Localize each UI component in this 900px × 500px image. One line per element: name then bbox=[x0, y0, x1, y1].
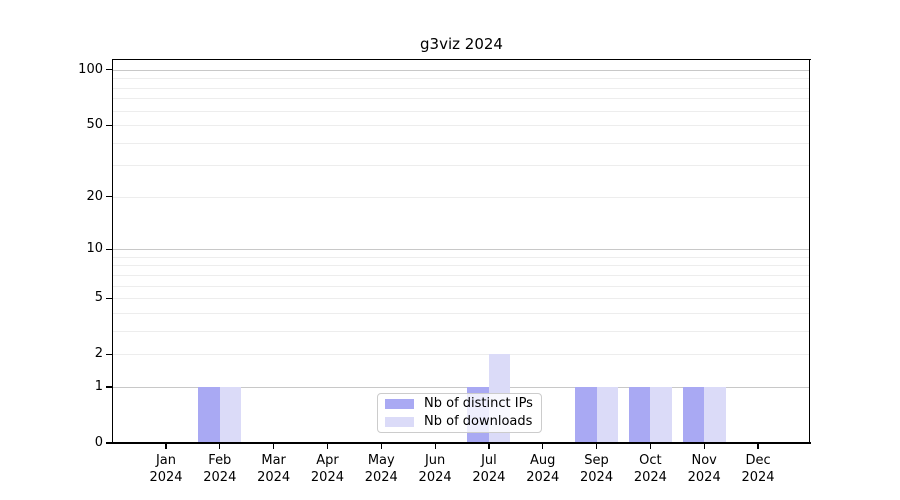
x-axis-line bbox=[112, 442, 811, 444]
gridline-minor bbox=[113, 274, 810, 276]
x-tick-label: Nov 2024 bbox=[687, 453, 721, 485]
x-tick-label: Sep 2024 bbox=[580, 453, 614, 485]
x-tick-label: Mar 2024 bbox=[257, 453, 291, 485]
x-tick-label: Oct 2024 bbox=[633, 453, 667, 485]
gridline-minor bbox=[113, 87, 810, 89]
y-tick-label: 0 bbox=[94, 435, 103, 450]
bar-downloads bbox=[596, 386, 619, 443]
x-tick-label: Aug 2024 bbox=[526, 453, 560, 485]
x-tick-label: Jun 2024 bbox=[418, 453, 452, 485]
gridline-major bbox=[113, 69, 810, 71]
x-tick bbox=[273, 444, 275, 449]
gridline-minor bbox=[113, 125, 810, 127]
y-tick-label: 50 bbox=[86, 117, 103, 133]
x-tick bbox=[488, 444, 490, 449]
x-tick bbox=[326, 444, 329, 449]
x-tick-label: Jan 2024 bbox=[149, 453, 183, 485]
x-tick-label: Feb 2024 bbox=[203, 453, 237, 485]
y-tick-label: 10 bbox=[86, 241, 103, 257]
y-tick-label: 1 bbox=[94, 378, 103, 394]
gridline-major bbox=[113, 386, 810, 388]
legend-label: Nb of distinct IPs bbox=[424, 396, 533, 411]
gridline-minor bbox=[113, 256, 810, 258]
y-tick bbox=[106, 69, 112, 71]
bar-distinct-ips bbox=[682, 386, 705, 443]
gridline-minor bbox=[113, 165, 810, 167]
bar-downloads bbox=[704, 386, 726, 443]
gridline-minor bbox=[113, 110, 810, 112]
x-tick-label: Dec 2024 bbox=[741, 453, 775, 485]
legend-swatch-downloads bbox=[385, 417, 414, 427]
bar-distinct-ips bbox=[628, 386, 651, 443]
gridline-minor bbox=[113, 330, 810, 332]
x-tick-label: May 2024 bbox=[364, 453, 398, 485]
legend-swatch-distinct-ips bbox=[385, 399, 414, 409]
x-tick bbox=[542, 444, 544, 449]
legend-item-downloads: Nb of downloads bbox=[385, 415, 534, 429]
gridline-minor bbox=[113, 312, 810, 314]
gridline-minor bbox=[113, 298, 810, 300]
legend: Nb of distinct IPs Nb of downloads bbox=[377, 393, 542, 433]
y-tick bbox=[106, 297, 112, 299]
y-tick-label: 5 bbox=[94, 290, 103, 306]
legend-label: Nb of downloads bbox=[424, 414, 533, 429]
x-tick bbox=[649, 444, 651, 449]
y-tick bbox=[106, 196, 112, 198]
x-tick bbox=[165, 444, 167, 449]
gridline-minor bbox=[113, 354, 810, 356]
gridline-minor bbox=[113, 78, 810, 80]
x-tick-label: Apr 2024 bbox=[310, 453, 344, 485]
gridline-minor bbox=[113, 142, 810, 144]
bar-distinct-ips bbox=[198, 386, 220, 443]
bar-downloads bbox=[219, 386, 242, 443]
y-tick bbox=[106, 248, 112, 250]
legend-item-distinct-ips: Nb of distinct IPs bbox=[385, 397, 534, 411]
y-tick-label: 2 bbox=[94, 346, 103, 362]
plot-area: Jan 2024 Feb 2024 Mar 2024 Apr 2024 May 2024 Jun 20… bbox=[78, 59, 811, 485]
x-tick bbox=[703, 444, 705, 449]
y-tick bbox=[106, 442, 112, 444]
bar-downloads bbox=[650, 386, 672, 443]
y-tick bbox=[106, 124, 112, 126]
x-tick bbox=[380, 444, 382, 449]
gridline-minor bbox=[113, 98, 810, 100]
x-tick bbox=[434, 444, 436, 449]
y-tick-label: 100 bbox=[78, 61, 103, 77]
x-tick bbox=[757, 444, 759, 449]
bar-distinct-ips bbox=[575, 386, 597, 443]
x-tick bbox=[219, 444, 221, 449]
right-spine bbox=[809, 59, 811, 444]
gridline-minor bbox=[113, 285, 810, 287]
y-tick-label: 20 bbox=[86, 188, 103, 204]
y-tick bbox=[106, 386, 112, 388]
y-axis-line bbox=[112, 59, 114, 444]
top-spine bbox=[112, 59, 811, 61]
gridline-major bbox=[113, 249, 810, 251]
gridline-minor bbox=[113, 265, 810, 267]
x-tick-label: Jul 2024 bbox=[472, 453, 506, 485]
x-tick bbox=[595, 444, 598, 449]
chart-title: g3viz 2024 bbox=[420, 35, 503, 53]
gridline-minor bbox=[113, 196, 810, 198]
y-tick bbox=[106, 353, 112, 355]
